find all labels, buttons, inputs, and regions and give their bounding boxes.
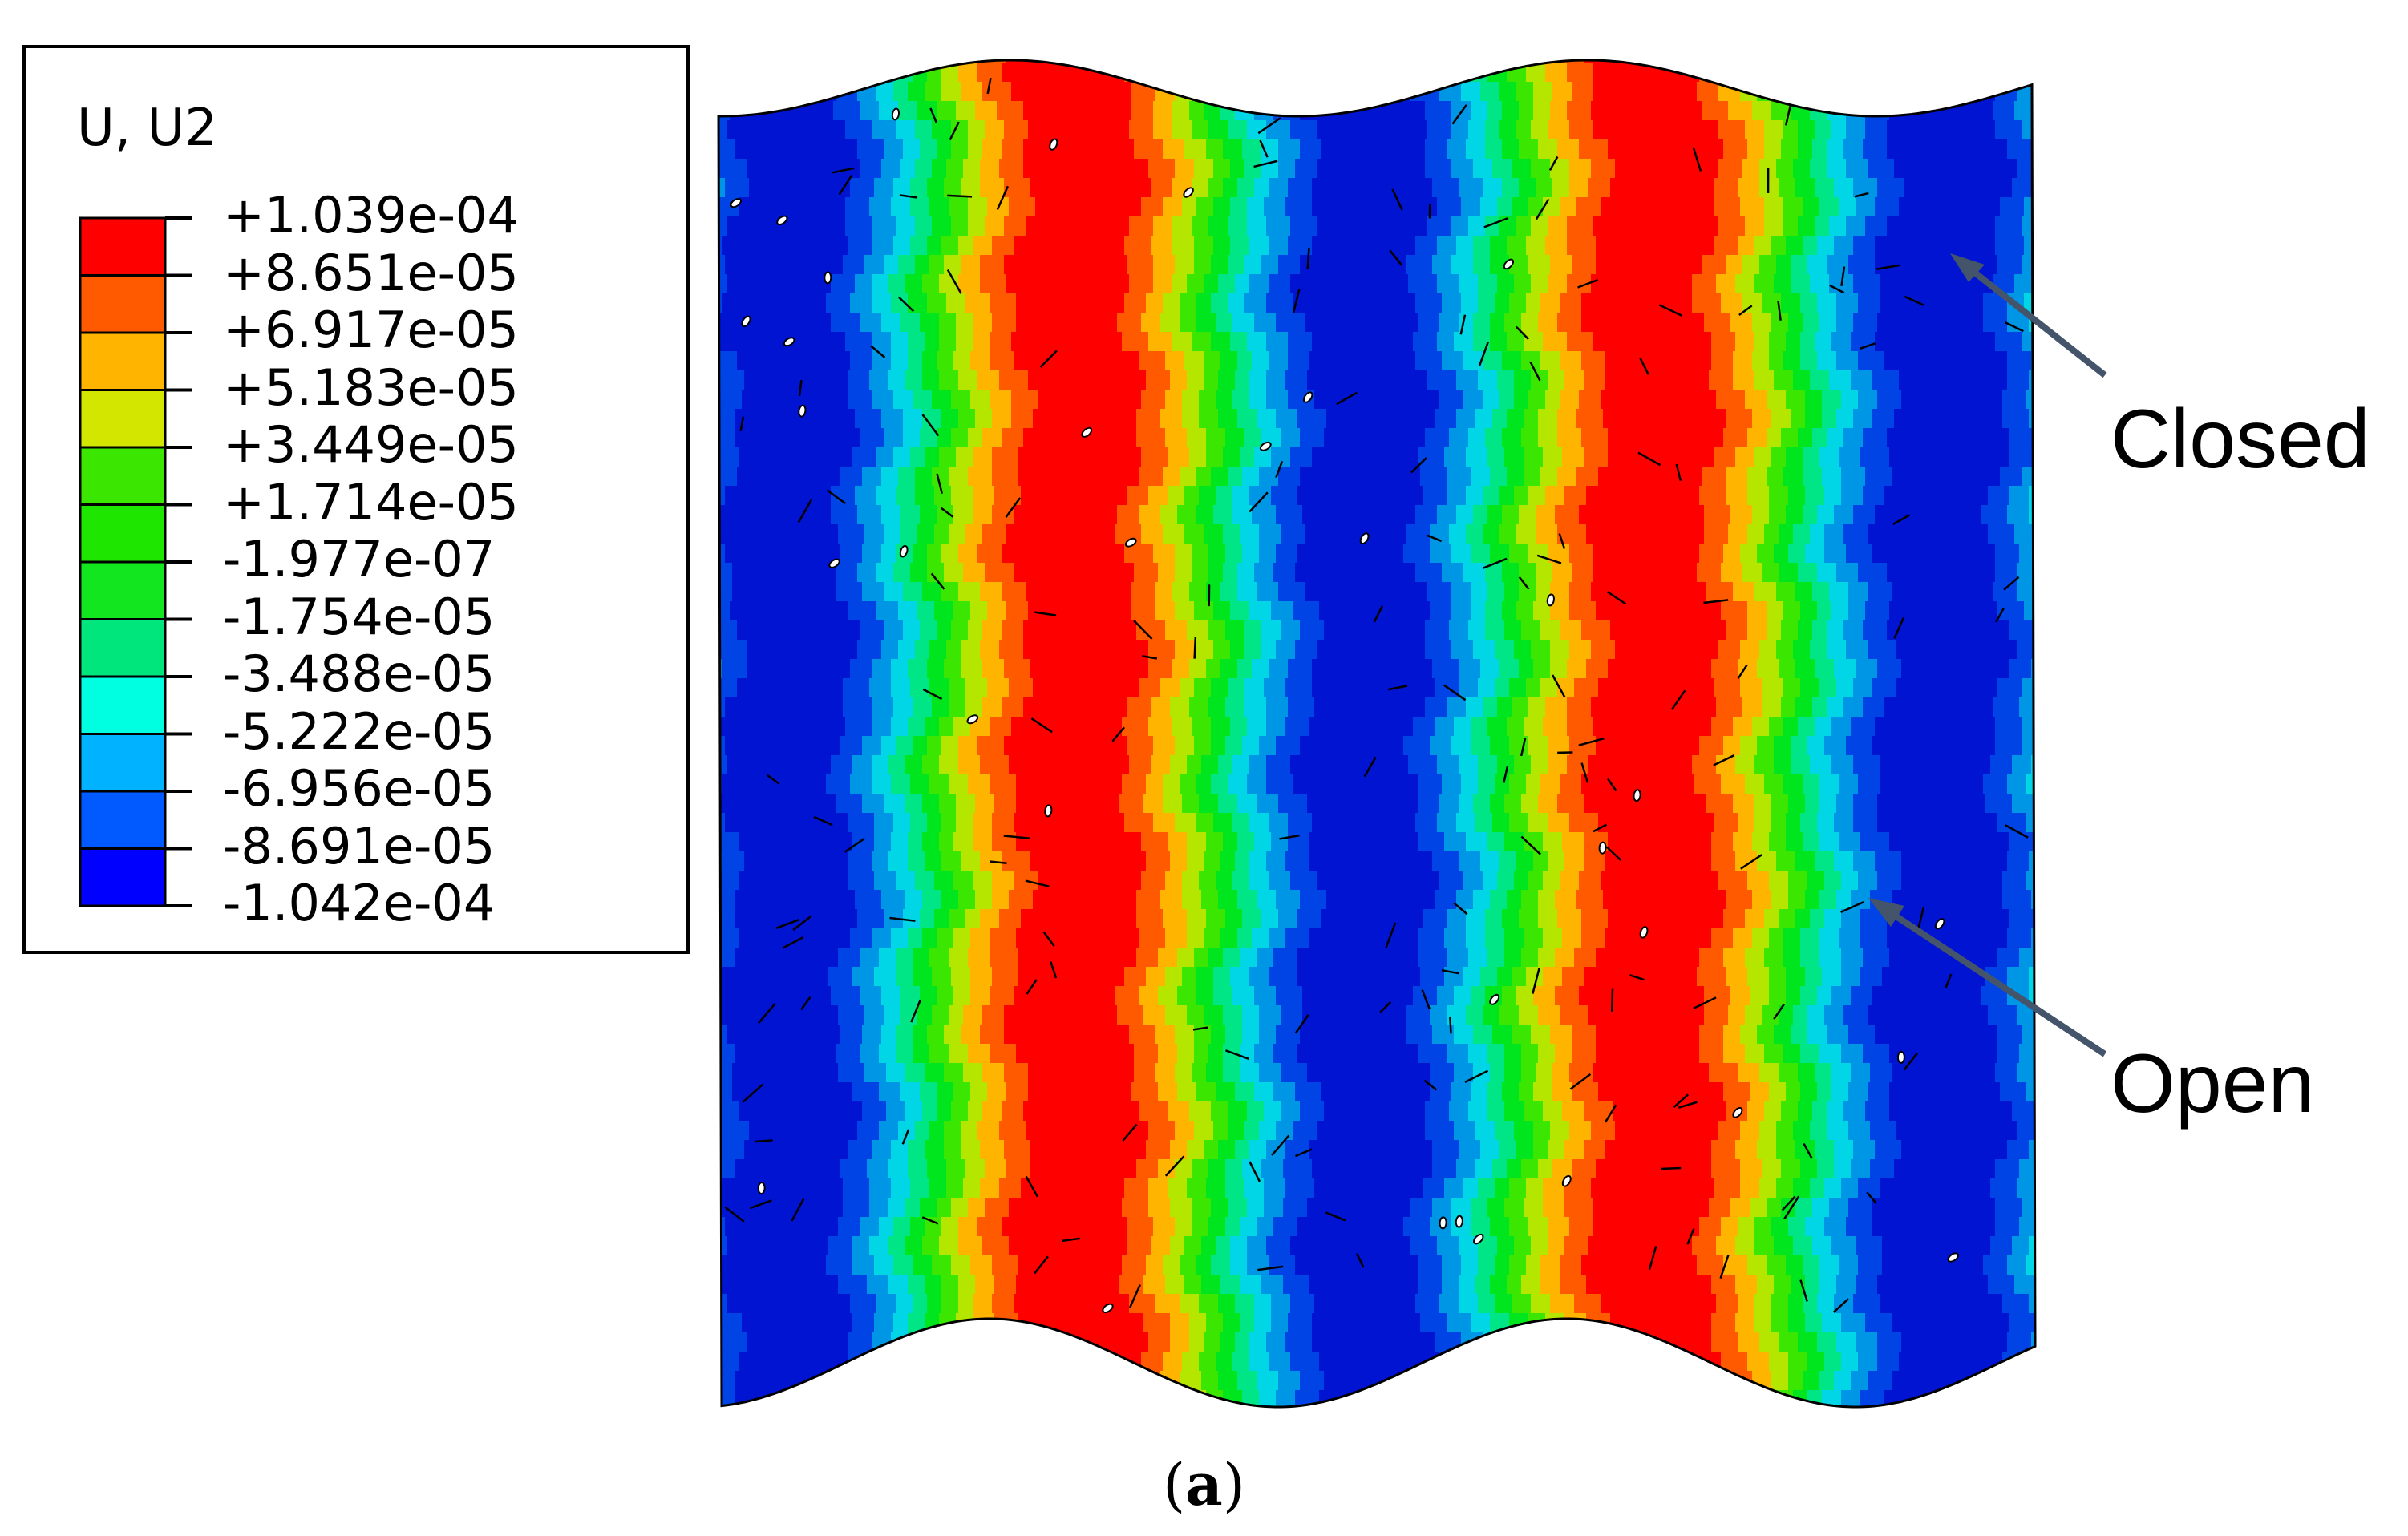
crack-markers (724, 60, 2029, 1314)
legend-label-6: -1.977e-07 (223, 530, 496, 588)
legend-title: U, U2 (77, 99, 218, 158)
closed-arrow (1950, 253, 2107, 378)
legend-label-11: -8.691e-05 (223, 816, 496, 875)
specimen-outline (717, 59, 2037, 1409)
legend-label-8: -3.488e-05 (223, 645, 496, 703)
figure-caption: (a) (0, 1456, 2408, 1514)
open-arrow (1868, 898, 2107, 1057)
caption-letter: a (1185, 1450, 1223, 1518)
closed-label: Closed (2111, 393, 2370, 486)
caption-open-paren: ( (1163, 1451, 1186, 1518)
legend-label-0: +1.039e-04 (223, 186, 519, 245)
legend-label-2: +6.917e-05 (223, 301, 519, 359)
legend-label-5: +1.714e-05 (223, 472, 519, 532)
legend-label-3: +5.183e-05 (223, 358, 519, 417)
legend-label-10: -6.956e-05 (223, 759, 496, 818)
legend-label-12: -1.042e-04 (223, 874, 496, 932)
legend-label-9: -5.222e-05 (223, 701, 496, 761)
caption-close-paren: ) (1222, 1451, 1245, 1518)
open-label: Open (2111, 1037, 2315, 1130)
legend-label-1: +8.651e-05 (223, 243, 519, 302)
displacement-stripes (718, 60, 2035, 1407)
legend-label-4: +3.449e-05 (223, 415, 519, 474)
legend-label-7: -1.754e-05 (223, 587, 496, 646)
